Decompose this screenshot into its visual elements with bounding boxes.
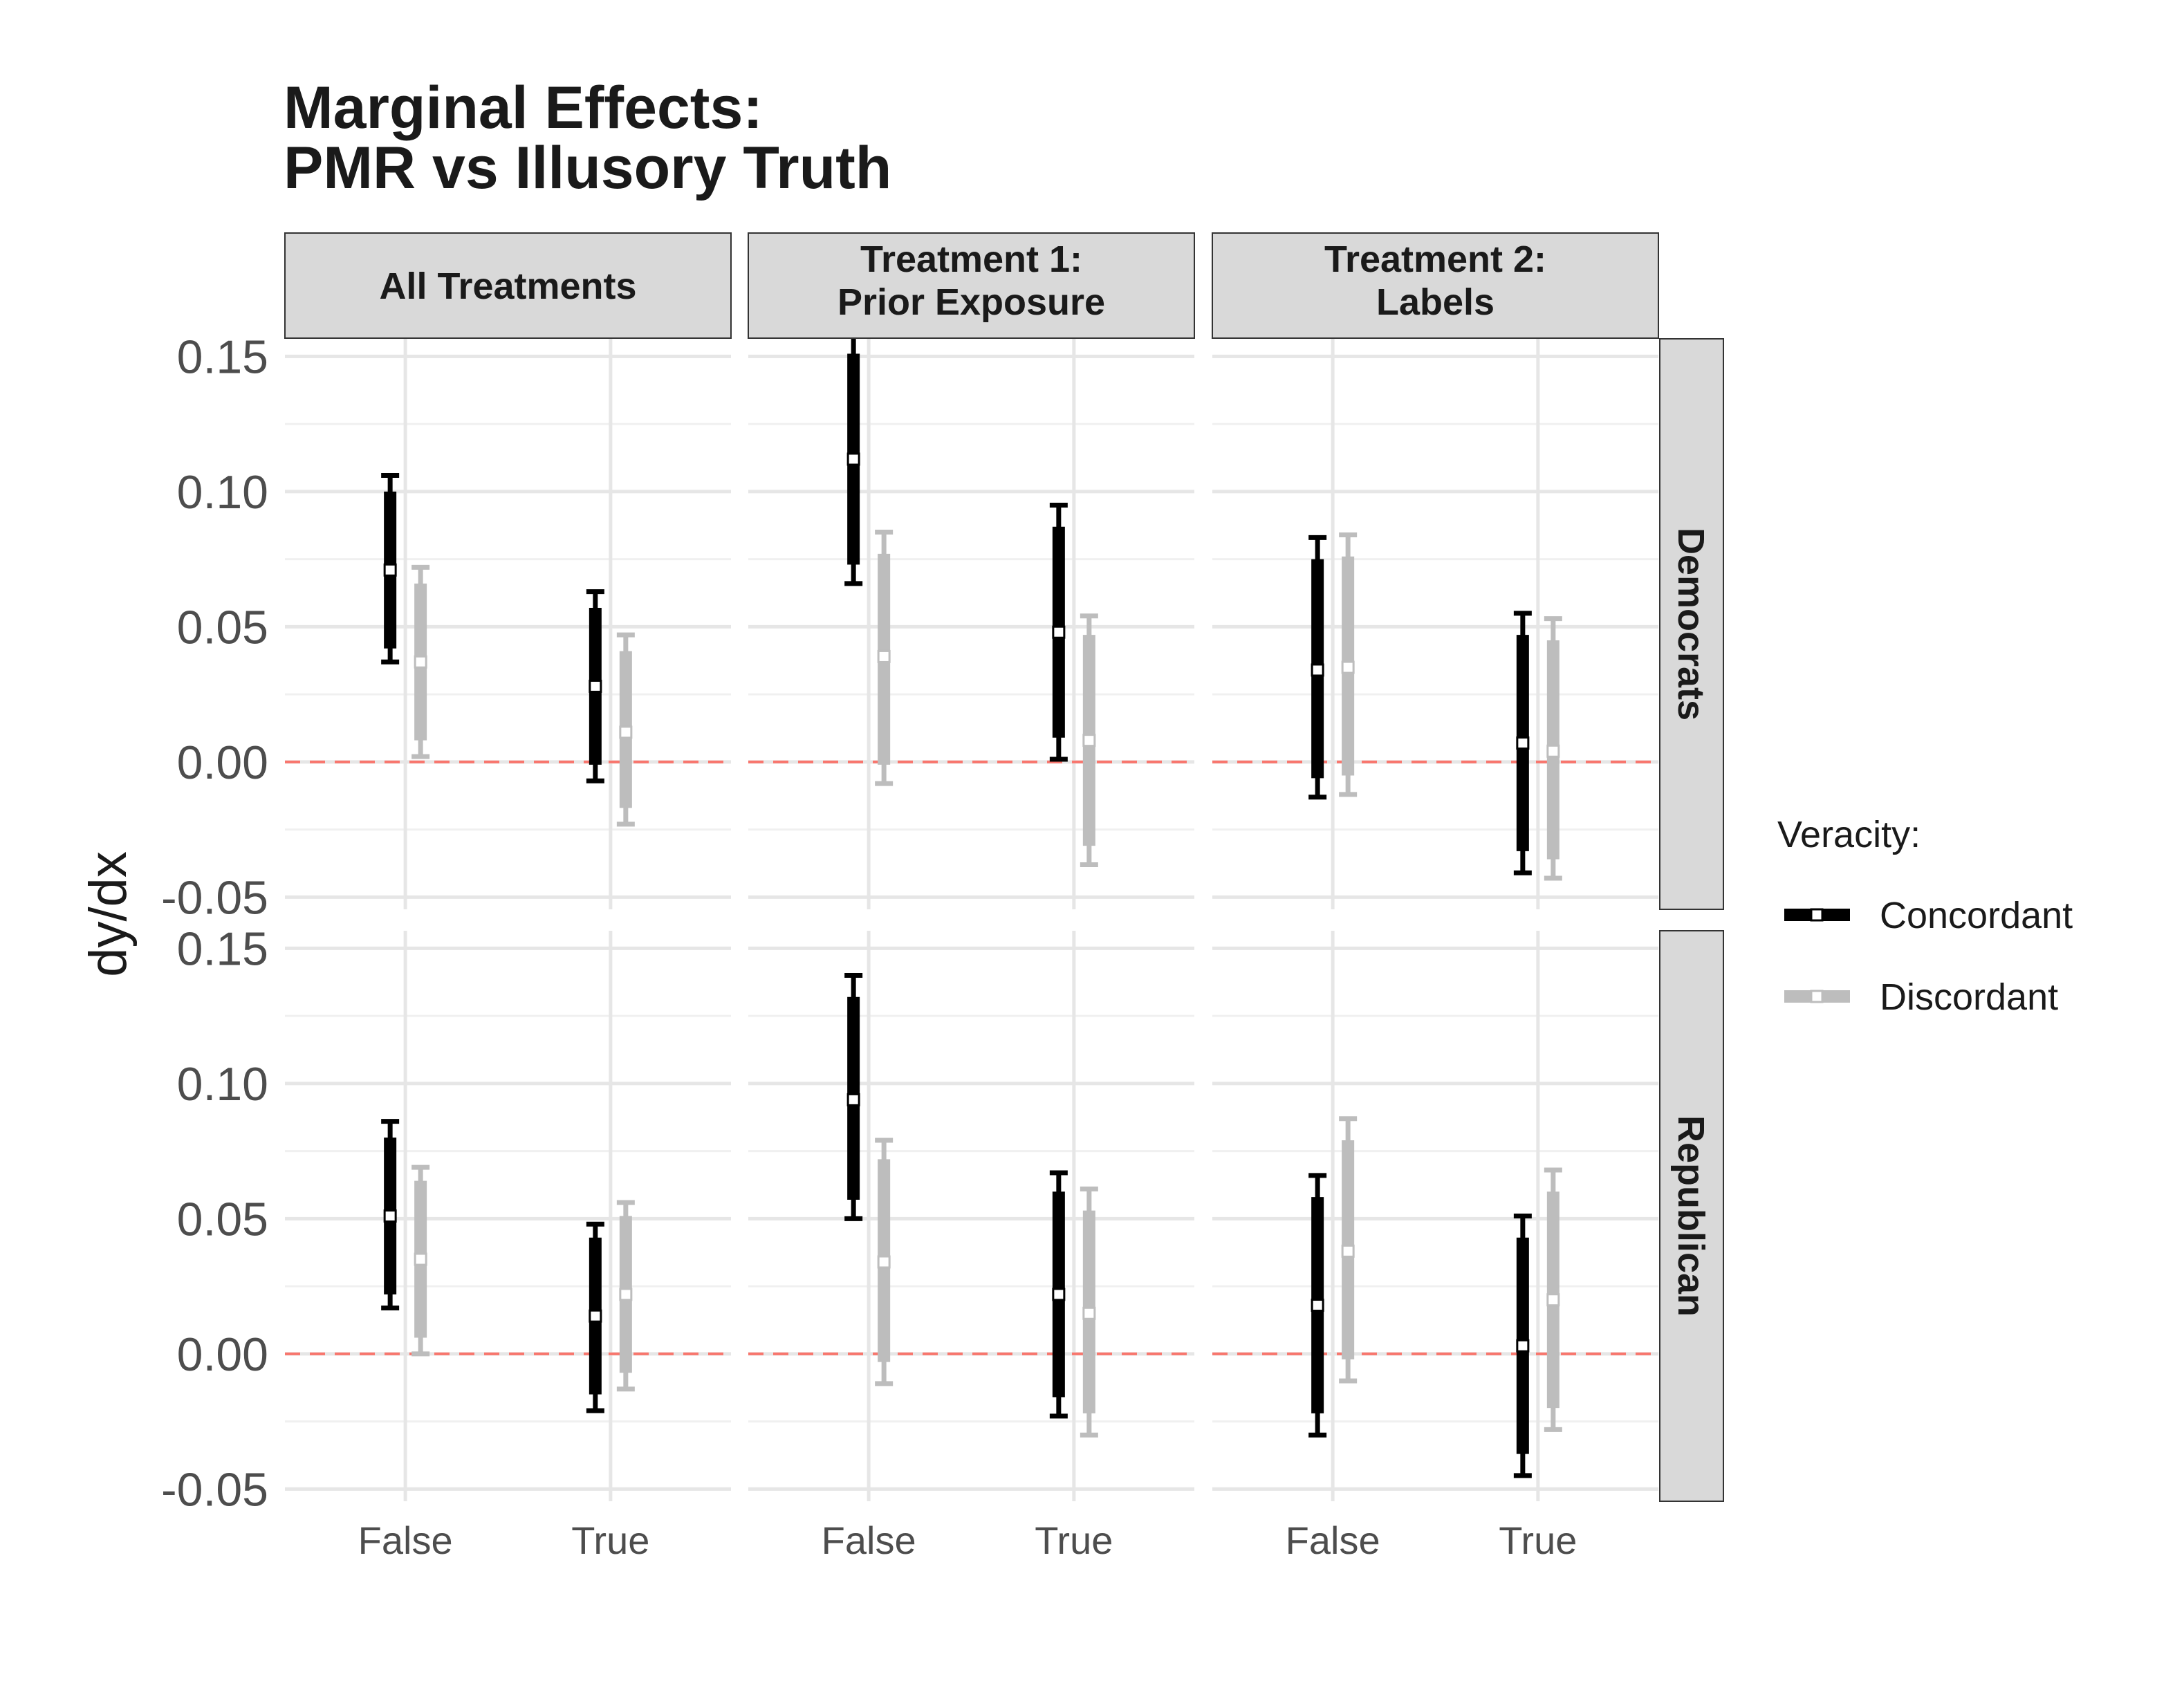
column-strip-label: Labels	[1376, 281, 1494, 323]
legend-label-discordant: Discordant	[1880, 976, 2058, 1018]
legend: Veracity: Concordant Discordant	[1777, 814, 2073, 1018]
estimate-point-concordant-true	[1516, 1339, 1530, 1353]
y-tick-label: -0.05	[161, 871, 268, 924]
row-strip-0	[1659, 338, 1724, 910]
x-tick-label: False	[1286, 1519, 1380, 1562]
estimate-point-discordant-true	[1082, 734, 1096, 748]
x-tick-label: True	[1499, 1519, 1577, 1562]
legend-title: Veracity:	[1777, 814, 1921, 855]
y-tick-label: 0.15	[177, 331, 268, 383]
estimate-point-concordant-false	[1311, 1299, 1324, 1312]
legend-label-concordant: Concordant	[1880, 895, 2073, 936]
row-strip-label: Republican	[1670, 1115, 1712, 1317]
row-strip-1	[1659, 930, 1724, 1502]
facet-strips: All Treatments Treatment 1:Prior Exposure…	[284, 232, 1724, 1502]
y-tick-label: -0.05	[161, 1463, 268, 1516]
estimate-point-concordant-true	[589, 1309, 602, 1323]
x-tick-label: True	[1035, 1519, 1113, 1562]
estimate-point-concordant-false	[383, 563, 397, 577]
estimate-point-discordant-true	[1546, 744, 1560, 758]
grid-layer	[285, 339, 1658, 1501]
chart-title-line-2: PMR vs Illusory Truth	[284, 135, 891, 201]
estimate-point-concordant-false	[846, 452, 860, 466]
column-strip-label: All Treatments	[379, 266, 636, 307]
y-tick-label: 0.15	[177, 922, 268, 975]
x-tick-label: False	[358, 1519, 453, 1562]
estimate-point-concordant-true	[1052, 1288, 1066, 1301]
legend-key-point-concordant	[1810, 908, 1824, 922]
x-tick-label: True	[571, 1519, 649, 1562]
column-strip-label: Treatment 2:	[1324, 239, 1546, 280]
estimate-point-concordant-false	[846, 1093, 860, 1106]
x-tick-label: False	[822, 1519, 916, 1562]
y-tick-label: 0.00	[177, 736, 268, 789]
row-strip-label: Democrats	[1670, 528, 1712, 721]
legend-key-point-discordant	[1810, 990, 1824, 1003]
estimate-point-concordant-false	[383, 1209, 397, 1223]
estimate-point-concordant-false	[1311, 663, 1324, 677]
column-strip-label: Treatment 1:	[860, 239, 1082, 280]
estimate-point-discordant-true	[1546, 1293, 1560, 1307]
y-tick-label: 0.00	[177, 1328, 268, 1381]
estimate-point-discordant-false	[877, 649, 891, 663]
column-strip-1	[748, 232, 1195, 339]
y-tick-label: 0.10	[177, 466, 268, 519]
estimate-point-concordant-true	[1052, 625, 1066, 639]
y-tick-label: 0.10	[177, 1058, 268, 1111]
axes: -0.050.000.050.100.15-0.050.000.050.100.…	[161, 331, 1577, 1562]
estimate-point-discordant-true	[619, 725, 633, 739]
estimate-point-discordant-false	[414, 655, 427, 669]
estimate-point-discordant-false	[414, 1252, 427, 1266]
estimate-point-discordant-false	[1341, 660, 1355, 674]
y-tick-label: 0.05	[177, 1193, 268, 1245]
estimate-point-discordant-true	[1082, 1306, 1096, 1320]
y-tick-label: 0.05	[177, 601, 268, 653]
y-axis-title: dy/dx	[79, 851, 138, 977]
column-strip-0	[284, 232, 732, 339]
column-strip-label: Prior Exposure	[837, 281, 1105, 323]
estimate-point-discordant-false	[877, 1255, 891, 1269]
column-strip-2	[1212, 232, 1659, 339]
estimate-point-concordant-true	[589, 679, 602, 693]
estimate-point-concordant-true	[1516, 736, 1530, 750]
estimate-point-discordant-true	[619, 1288, 633, 1301]
errorbar-marks	[381, 329, 1562, 1478]
chart-title-line-1: Marginal Effects:	[284, 75, 763, 141]
estimate-point-discordant-false	[1341, 1244, 1355, 1258]
